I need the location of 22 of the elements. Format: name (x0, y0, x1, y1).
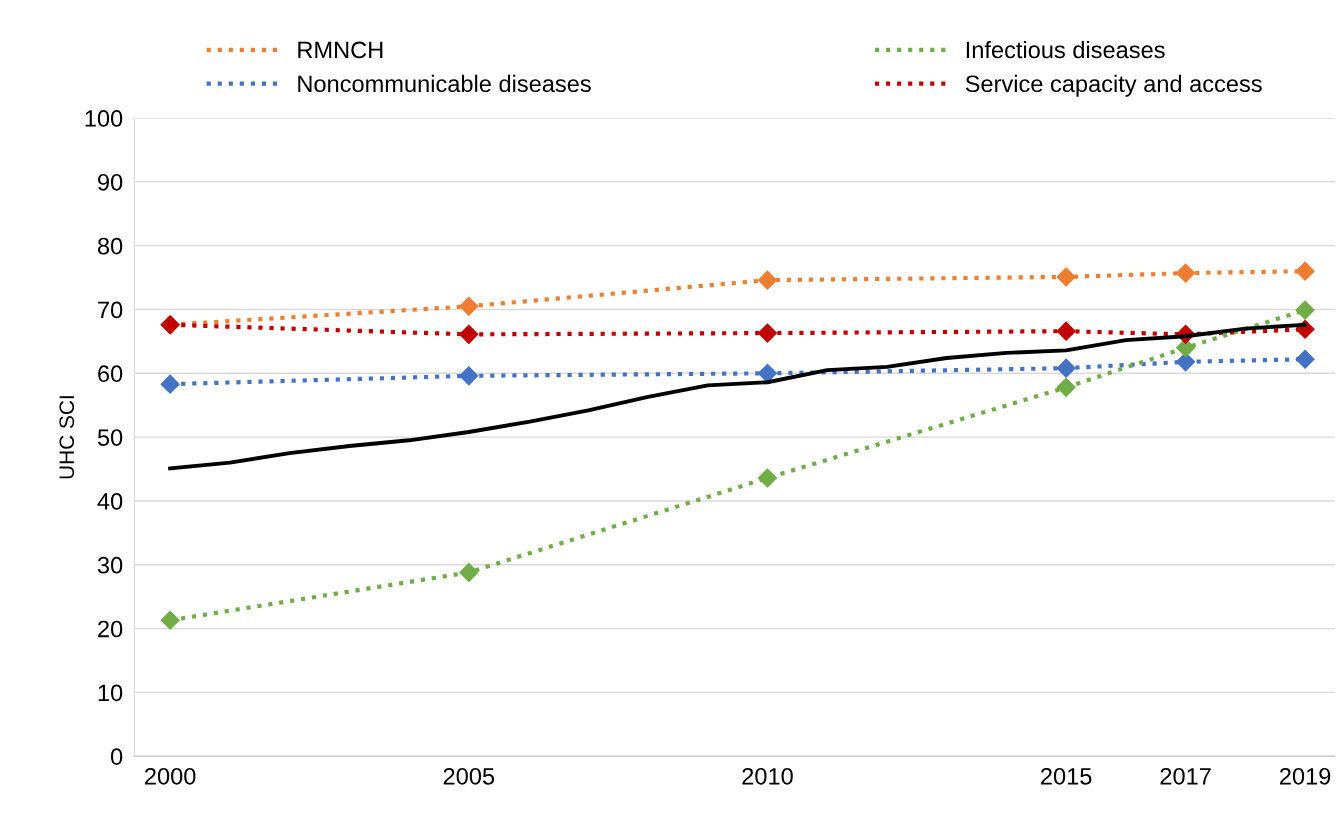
x-tick-label: 2017 (1160, 767, 1211, 785)
legend-label: Service capacity and access (965, 74, 1262, 97)
y-tick-label: 0 (110, 748, 123, 765)
y-tick-label: 60 (98, 365, 123, 383)
x-tick-label: 2005 (443, 767, 495, 785)
y-tick-label: 10 (98, 684, 123, 702)
y-tick-label: 90 (98, 173, 123, 191)
x-tick-label: 2015 (1041, 767, 1092, 785)
y-tick-label: 30 (97, 556, 123, 574)
y-tick-label: 70 (98, 301, 123, 319)
legend-label: RMNCH (298, 41, 383, 59)
y-tick-label: 80 (97, 237, 123, 255)
legend-label: Infectious diseases (966, 40, 1165, 59)
y-tick-label: 40 (97, 493, 123, 510)
y-tick-label: 50 (97, 429, 123, 446)
x-tick-label: 2000 (145, 767, 196, 785)
y-axis-title: UHC SCI (59, 396, 75, 479)
y-tick-label: 100 (85, 110, 123, 127)
y-tick-label: 20 (98, 620, 123, 638)
legend-label: Noncommunicable diseases (298, 74, 591, 93)
x-tick-label: 2019 (1280, 767, 1331, 785)
x-tick-label: 2010 (742, 767, 793, 785)
